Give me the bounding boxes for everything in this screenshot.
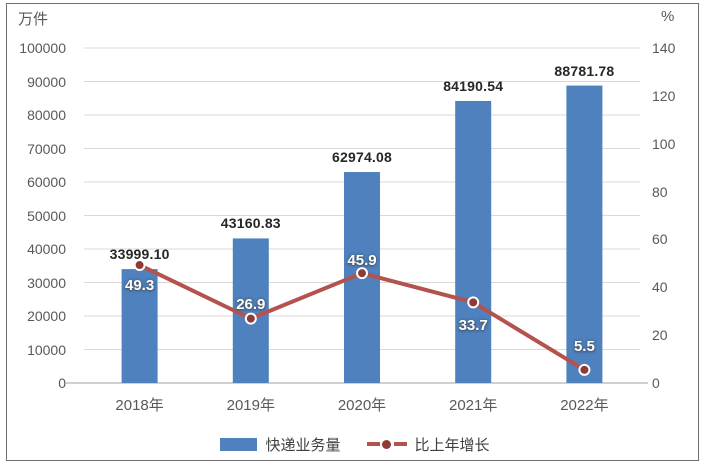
y-left-tick: 20000: [27, 308, 66, 324]
y-left-tick: 90000: [27, 73, 66, 90]
x-category-label: 2018年: [115, 397, 164, 414]
line-value-label: 49.3: [124, 277, 155, 295]
line-marker: [244, 312, 257, 325]
x-category-label: 2019年: [226, 397, 275, 414]
legend-label-line-series: 比上年增长: [414, 436, 490, 454]
bar-value-label: 84190.54: [443, 77, 504, 94]
bar-value-label: 43160.83: [220, 215, 281, 232]
line-dash-icon: [366, 442, 380, 446]
x-category-label: 2021年: [449, 397, 498, 414]
left-axis-unit-label: 万件: [18, 11, 49, 28]
y-left-tick: 10000: [27, 341, 66, 358]
y-right-tick: 0: [652, 375, 660, 391]
line-value-label: 5.5: [573, 337, 595, 355]
x-category-label: 2022年: [560, 397, 609, 414]
y-left-tick: 0: [58, 375, 66, 391]
line-marker: [133, 259, 146, 272]
y-right-tick: 60: [652, 231, 668, 248]
bar: [121, 269, 158, 383]
y-right-tick: 80: [652, 183, 668, 200]
legend-label-bar-series: 快递业务量: [265, 436, 341, 454]
y-right-tick: 20: [652, 327, 668, 344]
y-left-tick: 100000: [19, 40, 66, 56]
y-left-tick: 40000: [27, 241, 66, 257]
y-right-tick: 120: [652, 87, 676, 104]
line-dot-icon: [382, 439, 391, 449]
y-left-tick: 50000: [27, 207, 66, 224]
line-marker: [467, 296, 480, 309]
legend: 快递业务量 比上年增长: [0, 434, 710, 454]
line-marker: [356, 267, 368, 280]
y-left-tick: 60000: [27, 174, 66, 190]
line-dash-icon: [393, 442, 407, 446]
bar-value-label: 88781.78: [554, 62, 615, 79]
right-axis-unit-label: %: [661, 8, 675, 25]
legend-item-bar-series: 快递业务量: [220, 434, 341, 455]
y-left-tick: 70000: [27, 140, 66, 157]
y-left-tick: 30000: [27, 274, 66, 291]
bar: [455, 100, 492, 383]
bar-value-label: 62974.08: [332, 149, 392, 166]
line-marker: [578, 363, 591, 376]
line-series-marker-icon: [366, 438, 407, 451]
bar-value-label: 33999.10: [109, 246, 170, 263]
y-left-tick: 80000: [27, 107, 66, 123]
y-right-tick: 100: [652, 135, 676, 152]
y-right-tick: 140: [652, 40, 676, 56]
legend-item-line-series: 比上年增长: [366, 434, 490, 455]
y-right-tick: 40: [652, 279, 668, 296]
bar-series-swatch-icon: [220, 437, 258, 451]
x-category-label: 2020年: [337, 397, 387, 414]
line-value-label: 33.7: [458, 317, 488, 335]
line-value-label: 26.9: [236, 295, 266, 313]
bar: [566, 85, 603, 383]
line-value-label: 45.9: [347, 252, 377, 270]
